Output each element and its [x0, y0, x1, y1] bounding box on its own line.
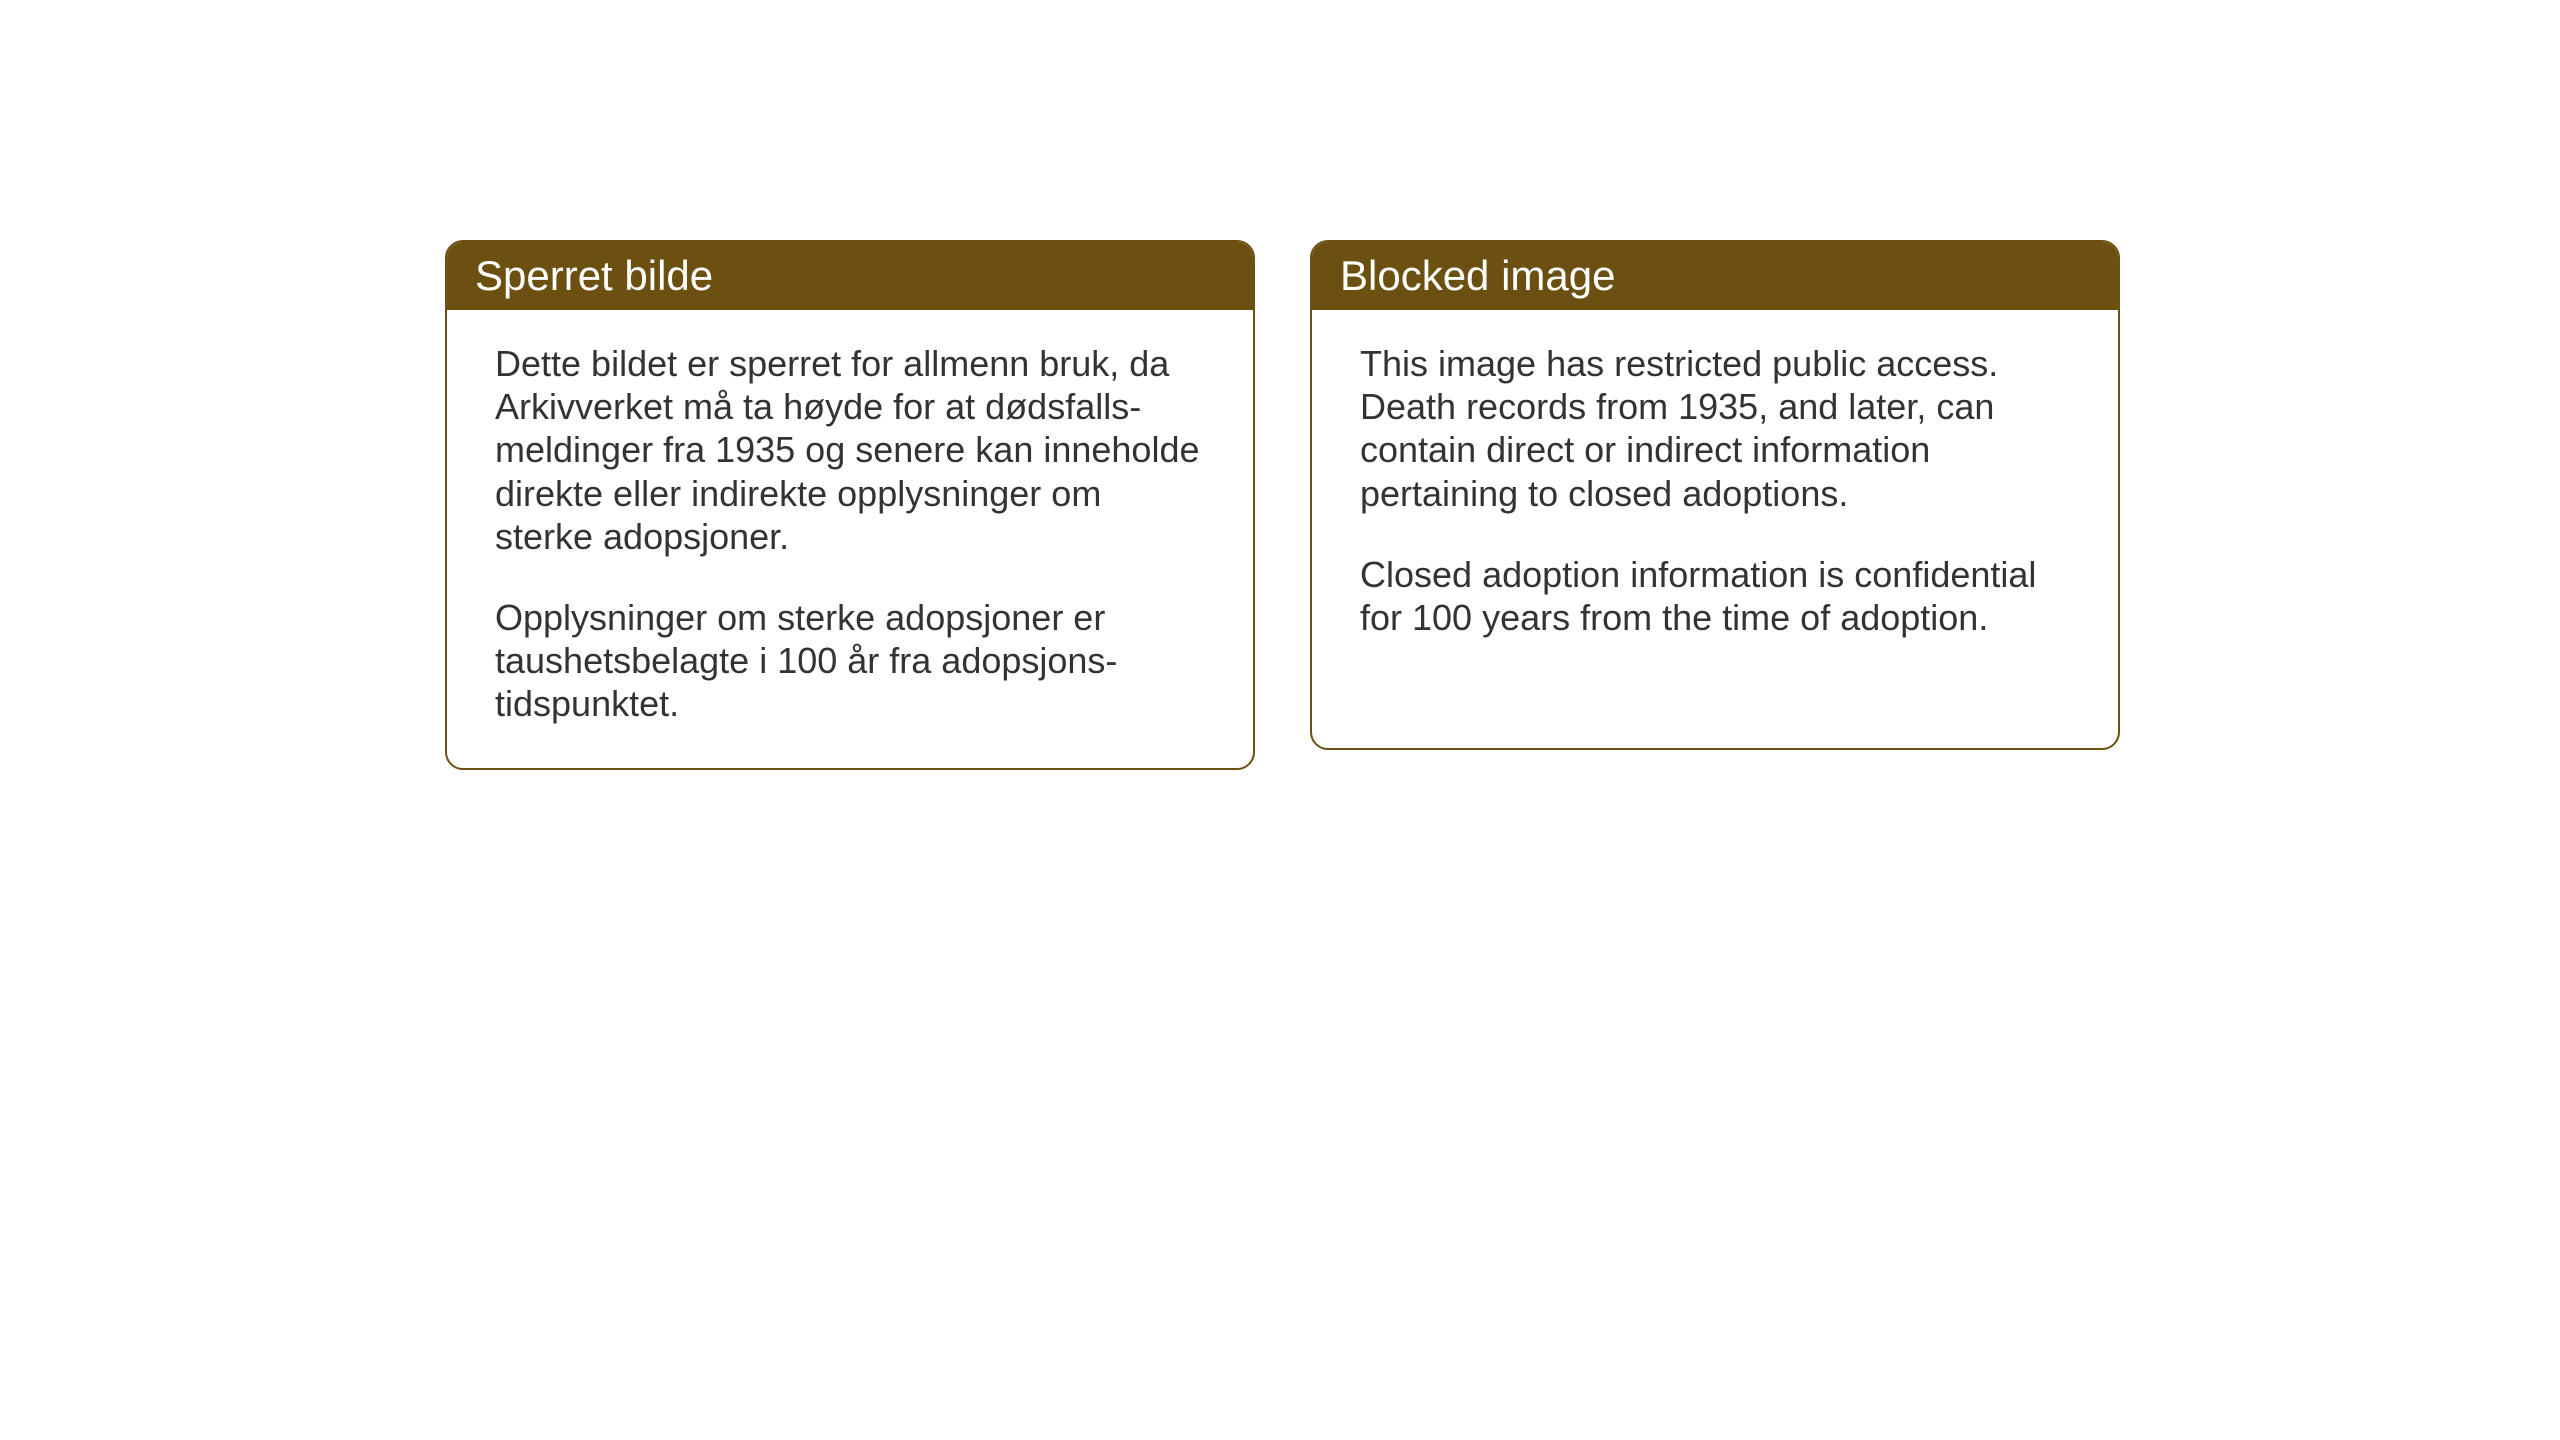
norwegian-card-title: Sperret bilde: [447, 242, 1253, 310]
cards-container: Sperret bilde Dette bildet er sperret fo…: [445, 240, 2120, 770]
norwegian-paragraph-1: Dette bildet er sperret for allmenn bruk…: [495, 342, 1205, 558]
english-paragraph-1: This image has restricted public access.…: [1360, 342, 2070, 515]
norwegian-card-body: Dette bildet er sperret for allmenn bruk…: [447, 310, 1253, 768]
norwegian-notice-card: Sperret bilde Dette bildet er sperret fo…: [445, 240, 1255, 770]
english-card-body: This image has restricted public access.…: [1312, 310, 2118, 681]
english-notice-card: Blocked image This image has restricted …: [1310, 240, 2120, 750]
norwegian-paragraph-2: Opplysninger om sterke adopsjoner er tau…: [495, 596, 1205, 726]
english-card-title: Blocked image: [1312, 242, 2118, 310]
english-paragraph-2: Closed adoption information is confident…: [1360, 553, 2070, 639]
